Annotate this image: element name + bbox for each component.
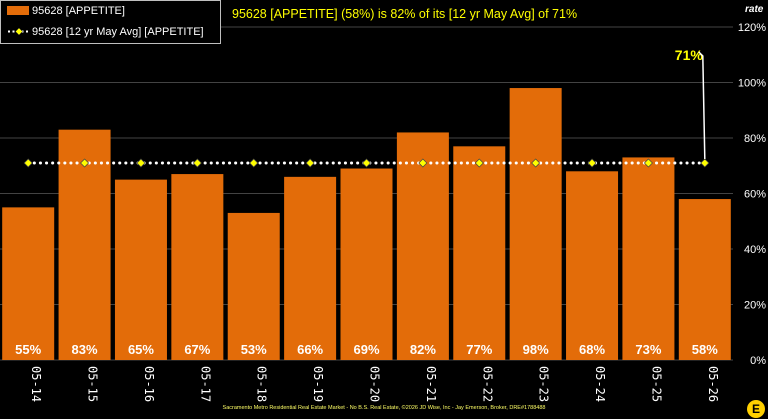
y-tick-label: 120% xyxy=(738,22,766,34)
chart-title: 95628 [APPETITE] (58%) is 82% of its [12… xyxy=(232,7,578,21)
y-tick-label: 80% xyxy=(744,133,766,145)
bar-value-label: 69% xyxy=(353,342,379,357)
bar-value-label: 73% xyxy=(635,342,661,357)
bar-labels: 55% 83% 65% 67% 53% 66% 69% 82% 77% 98% 68% 73% 58% xyxy=(15,342,718,357)
y-axis-label: rate xyxy=(745,4,764,15)
bar xyxy=(171,174,224,360)
bars xyxy=(2,88,731,361)
average-marker xyxy=(305,158,315,168)
y-tick-label: 40% xyxy=(744,244,766,256)
average-marker xyxy=(249,158,259,168)
y-tick-label: 60% xyxy=(744,189,766,201)
y-tick-labels: 0% 20% 40% 60% 80% 100% 120% xyxy=(738,22,766,367)
brand-logo-icon: E xyxy=(747,400,765,418)
y-tick-label: 0% xyxy=(750,355,766,367)
bar-value-label: 82% xyxy=(410,342,436,357)
legend-swatch-avg xyxy=(8,27,30,36)
average-line xyxy=(23,158,710,168)
bar-value-label: 55% xyxy=(15,342,41,357)
x-tick-label: 05-24 xyxy=(593,366,607,402)
average-marker xyxy=(531,158,541,168)
average-marker xyxy=(587,158,597,168)
average-marker xyxy=(23,158,33,168)
bar xyxy=(340,168,393,360)
average-marker xyxy=(643,158,653,168)
x-tick-label: 05-21 xyxy=(424,366,438,402)
bar-value-label: 77% xyxy=(466,342,492,357)
bar xyxy=(114,179,167,360)
bar-value-label: 83% xyxy=(72,342,98,357)
bar-value-label: 58% xyxy=(692,342,718,357)
bar xyxy=(2,207,55,360)
average-callout: 71% xyxy=(675,47,706,159)
bar xyxy=(566,171,619,360)
x-tick-label: 05-18 xyxy=(255,366,269,402)
x-tick-labels: 05-14 05-15 05-16 05-17 05-18 05-19 05-20 05-21… xyxy=(29,366,720,402)
average-marker xyxy=(192,158,202,168)
footer-credit: Sacramento Metro Residential Real Estate… xyxy=(222,405,546,411)
y-tick-label: 20% xyxy=(744,300,766,312)
x-tick-label: 05-25 xyxy=(649,366,663,402)
bar xyxy=(509,88,562,361)
bar xyxy=(284,176,337,360)
x-tick-label: 05-22 xyxy=(480,366,494,402)
legend: 95628 [APPETITE] 95628 [12 yr May Avg] [… xyxy=(0,0,221,44)
bar xyxy=(622,157,675,360)
average-marker xyxy=(362,158,371,168)
x-tick-label: 05-19 xyxy=(311,366,325,402)
bar xyxy=(678,199,731,360)
legend-item-avg: 95628 [12 yr May Avg] [APPETITE] xyxy=(7,26,204,38)
x-tick-label: 05-14 xyxy=(29,366,43,402)
bar-value-label: 53% xyxy=(241,342,267,357)
y-tick-label: 100% xyxy=(738,78,766,90)
bar-value-label: 66% xyxy=(297,342,323,357)
x-tick-label: 05-23 xyxy=(537,366,551,402)
bar-value-label: 98% xyxy=(523,342,549,357)
legend-swatch-bar xyxy=(7,6,29,15)
x-tick-label: 05-26 xyxy=(706,366,720,402)
bar xyxy=(227,212,280,360)
legend-label-avg: 95628 [12 yr May Avg] [APPETITE] xyxy=(32,26,204,38)
legend-item-bar: 95628 [APPETITE] xyxy=(7,5,125,17)
average-callout-label: 71% xyxy=(675,47,704,63)
average-marker xyxy=(80,158,90,168)
bar-value-label: 68% xyxy=(579,342,605,357)
average-marker xyxy=(474,158,484,168)
x-tick-label: 05-16 xyxy=(142,366,156,402)
average-marker xyxy=(700,158,710,168)
average-callout-leader xyxy=(698,51,706,159)
legend-label-bar: 95628 [APPETITE] xyxy=(32,5,125,17)
average-marker xyxy=(136,158,146,168)
average-marker xyxy=(418,158,428,168)
x-tick-label: 05-15 xyxy=(86,366,100,402)
bar xyxy=(453,146,506,360)
bar xyxy=(396,132,449,360)
x-tick-label: 05-17 xyxy=(198,366,212,402)
x-tick-label: 05-20 xyxy=(368,366,382,402)
bar-value-label: 65% xyxy=(128,342,154,357)
bar-value-label: 67% xyxy=(184,342,210,357)
bar xyxy=(58,129,111,360)
